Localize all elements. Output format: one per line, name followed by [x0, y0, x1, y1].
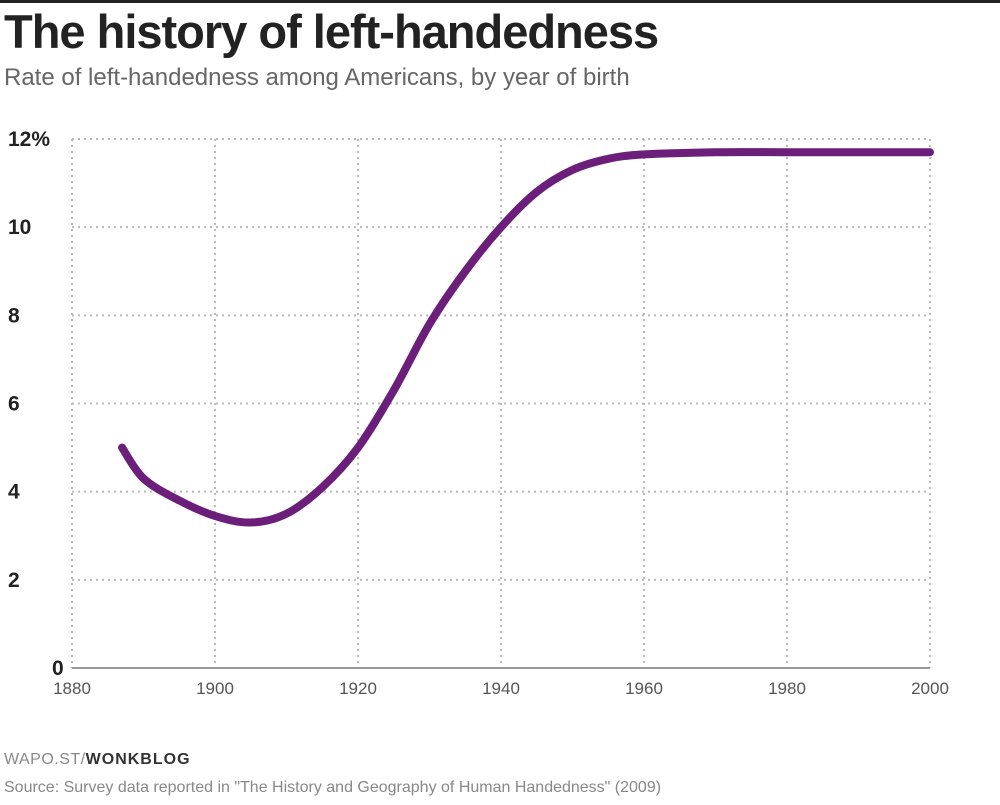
chart-title: The history of left-handedness	[4, 5, 659, 58]
source-note: Source: Survey data reported in "The His…	[4, 779, 662, 796]
y-tick-label: 0	[52, 657, 64, 680]
x-tick-label: 1940	[482, 679, 520, 698]
y-tick-label: 2	[8, 569, 20, 592]
x-tick-label: 1960	[625, 679, 663, 698]
credit-brand: WONKBLOG	[85, 751, 191, 768]
x-tick-label: 1880	[53, 679, 91, 698]
y-tick-label: 10	[8, 216, 31, 239]
credit-line: WAPO.ST/WONKBLOG	[4, 751, 191, 769]
x-tick-label: 1920	[339, 679, 377, 698]
y-tick-label: 12%	[8, 128, 50, 151]
y-tick-label: 6	[8, 393, 20, 416]
credit-prefix: WAPO.ST/	[4, 751, 86, 768]
x-tick-label: 1980	[768, 679, 806, 698]
chart-subtitle: Rate of left-handedness among Americans,…	[4, 64, 630, 91]
y-tick-label: 4	[8, 481, 20, 504]
x-tick-label: 2000	[911, 679, 949, 698]
series-line	[118, 148, 934, 527]
y-tick-label: 8	[8, 304, 20, 327]
line-chart: 0 2 4 6 8 10 12% 1880 1900 1920 1940 1960 1980 2000	[8, 128, 949, 698]
x-tick-label: 1900	[196, 679, 234, 698]
top-rule	[0, 0, 1000, 3]
